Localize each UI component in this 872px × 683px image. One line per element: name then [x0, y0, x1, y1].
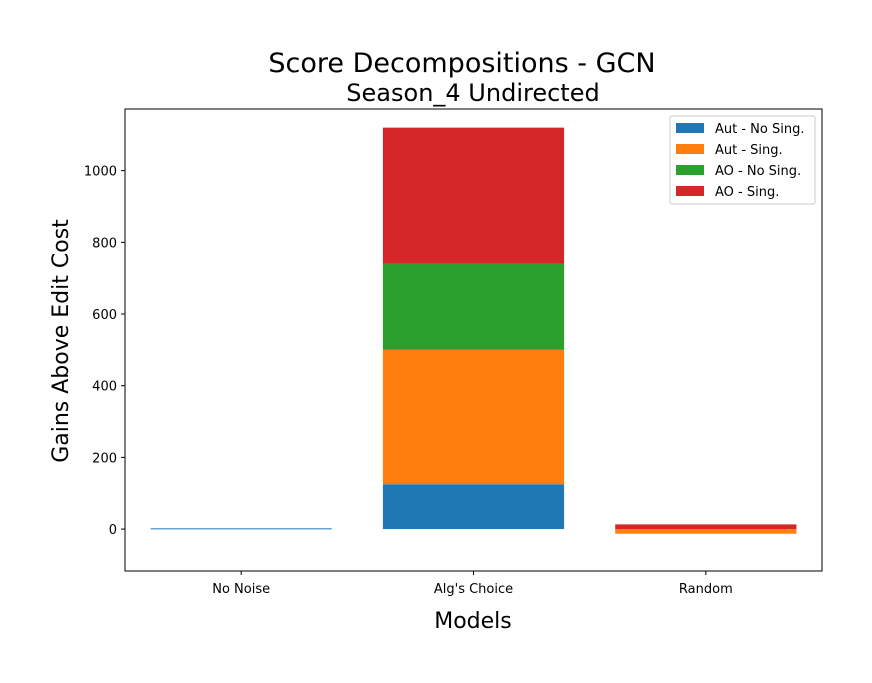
- x-axis-label: Models: [434, 609, 512, 634]
- bar-0-1: [382, 484, 565, 530]
- bar-3-2: [615, 524, 797, 530]
- legend-frame: [669, 115, 816, 205]
- y-tick-label-1: 200: [92, 451, 117, 466]
- chart-subtitle: Season_4 Undirected: [346, 79, 599, 107]
- legend-swatch-2: [676, 165, 704, 175]
- y-tick-label-0: 0: [109, 523, 117, 538]
- y-tick-label-3: 600: [92, 308, 117, 323]
- legend-label-2: AO - No Sing.: [715, 164, 801, 179]
- bar-1-2: [615, 529, 797, 534]
- y-tick-label-2: 400: [92, 380, 117, 395]
- x-axis: No Noise Alg's Choice Random: [212, 571, 733, 597]
- legend-label-0: Aut - No Sing.: [715, 122, 804, 137]
- legend-swatch-3: [676, 186, 704, 196]
- bar-2-1: [382, 263, 565, 350]
- bar-0-0: [150, 528, 332, 530]
- legend-swatch-1: [676, 144, 704, 154]
- legend-label-3: AO - Sing.: [715, 185, 779, 200]
- x-tick-label-1: Alg's Choice: [434, 582, 513, 597]
- y-tick-label-5: 1000: [84, 165, 117, 180]
- x-tick-label-0: No Noise: [212, 582, 270, 597]
- bars-layer: [150, 127, 797, 534]
- x-tick-label-2: Random: [679, 582, 733, 597]
- bar-3-1: [382, 127, 565, 264]
- y-axis-label: Gains Above Edit Cost: [49, 219, 74, 463]
- legend-swatch-0: [676, 123, 704, 133]
- y-tick-label-4: 800: [92, 236, 117, 251]
- chart-title: Score Decompositions - GCN: [268, 48, 655, 79]
- y-axis: 0 200 400 600 800 1000: [84, 165, 125, 538]
- legend-label-1: Aut - Sing.: [715, 143, 783, 158]
- legend: Aut - No Sing. Aut - Sing. AO - No Sing. AO…: [669, 115, 816, 205]
- bar-1-1: [382, 349, 565, 485]
